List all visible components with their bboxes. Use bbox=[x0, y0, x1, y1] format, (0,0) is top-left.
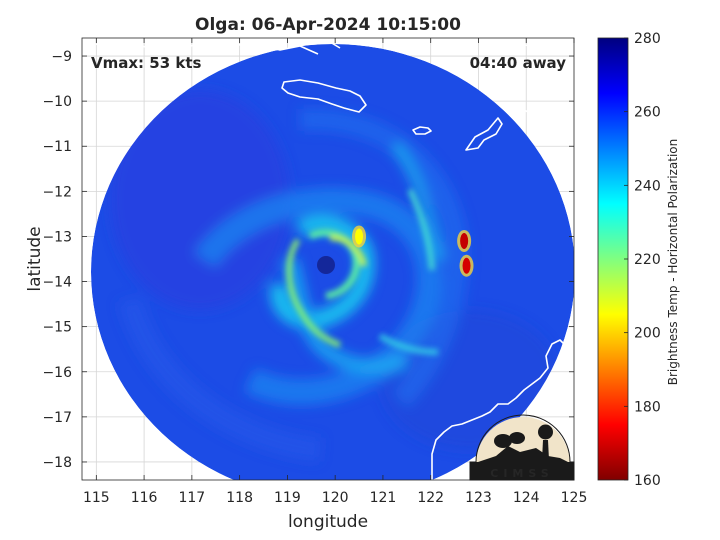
colorbar-tick-label: 280 bbox=[634, 31, 661, 47]
cold-cell bbox=[355, 228, 364, 245]
x-tick-label: 122 bbox=[417, 490, 444, 506]
x-tick-label: 121 bbox=[370, 490, 397, 506]
x-tick-label: 120 bbox=[322, 490, 349, 506]
y-tick-label: −12 bbox=[42, 184, 72, 200]
coastline-kimberley bbox=[465, 117, 503, 151]
y-tick-label: −18 bbox=[42, 455, 72, 471]
coastline-island-small bbox=[412, 126, 432, 135]
colorbar-tick-label: 260 bbox=[634, 105, 661, 121]
colorbar-label: Brightness Temp - Horizontal Polarizatio… bbox=[666, 139, 680, 386]
colorbar: 160 180 200 220 240 260 280 Brightness Temp - … bbox=[597, 31, 680, 489]
y-tick-label: −13 bbox=[42, 229, 72, 245]
colorbar-tick-label: 200 bbox=[634, 326, 661, 342]
colorbar-gradient bbox=[598, 38, 628, 480]
plot-frame bbox=[81, 37, 575, 481]
coastline-north-edge bbox=[95, 39, 561, 55]
cold-cells bbox=[352, 225, 474, 277]
y-tick-label: −14 bbox=[42, 275, 72, 291]
x-tick-label: 115 bbox=[83, 490, 110, 506]
x-tick-label: 117 bbox=[178, 490, 205, 506]
storm-eye bbox=[317, 256, 335, 274]
y-tick-label: −9 bbox=[51, 49, 72, 65]
x-tick-label: 125 bbox=[561, 490, 588, 506]
y-tick-label: −11 bbox=[42, 139, 72, 155]
colorbar-tick-label: 180 bbox=[634, 399, 661, 415]
x-tick-label: 123 bbox=[465, 490, 492, 506]
y-axis-label: latitude bbox=[25, 226, 45, 291]
colorbar-tick-label: 160 bbox=[634, 473, 661, 489]
coastline-timor bbox=[281, 79, 367, 113]
colorbar-tick-label: 220 bbox=[634, 252, 661, 268]
colorbar-tick-label: 240 bbox=[634, 178, 661, 194]
time-away-annotation: 04:40 away bbox=[470, 54, 567, 72]
cold-cell bbox=[462, 257, 471, 274]
coastline-western-australia bbox=[431, 339, 574, 480]
x-tick-label: 116 bbox=[131, 490, 158, 506]
y-tick-label: −16 bbox=[42, 365, 72, 381]
swath-bands bbox=[286, 188, 439, 355]
radar-dome-icon bbox=[538, 424, 553, 440]
x-tick-label: 124 bbox=[513, 490, 540, 506]
dish-icon-2 bbox=[509, 432, 525, 444]
coastlines bbox=[95, 39, 574, 480]
plot-area: 115 116 117 118 119 120 121 122 123 124 125 −9 −10 −1… bbox=[42, 37, 587, 506]
coastline-top-end bbox=[499, 57, 574, 119]
colorbar-ticks: 160 180 200 220 240 260 280 bbox=[624, 31, 661, 489]
logo-text: CIMSS bbox=[490, 467, 553, 480]
chart-title: Olga: 06-Apr-2024 10:15:00 bbox=[195, 15, 461, 35]
brightness-swath bbox=[91, 44, 574, 480]
cimss-logo: CIMSS bbox=[469, 414, 575, 481]
dish-icon bbox=[494, 434, 512, 448]
y-tick-label: −15 bbox=[42, 320, 72, 336]
logo-frame bbox=[469, 414, 575, 481]
logo-band bbox=[470, 462, 574, 480]
y-tick-label: −10 bbox=[42, 94, 72, 110]
y-tick-label: −17 bbox=[42, 410, 72, 426]
swath-texture bbox=[110, 90, 560, 462]
building-icon bbox=[478, 446, 568, 462]
x-tick-label: 119 bbox=[274, 490, 301, 506]
x-axis-label: longitude bbox=[288, 512, 368, 532]
cold-cell bbox=[460, 232, 469, 249]
x-tick-label: 118 bbox=[226, 490, 253, 506]
vmax-annotation: Vmax: 53 kts bbox=[91, 54, 201, 72]
axis-ticks: 115 116 117 118 119 120 121 122 123 124 125 −9 −10 −1… bbox=[42, 38, 587, 506]
